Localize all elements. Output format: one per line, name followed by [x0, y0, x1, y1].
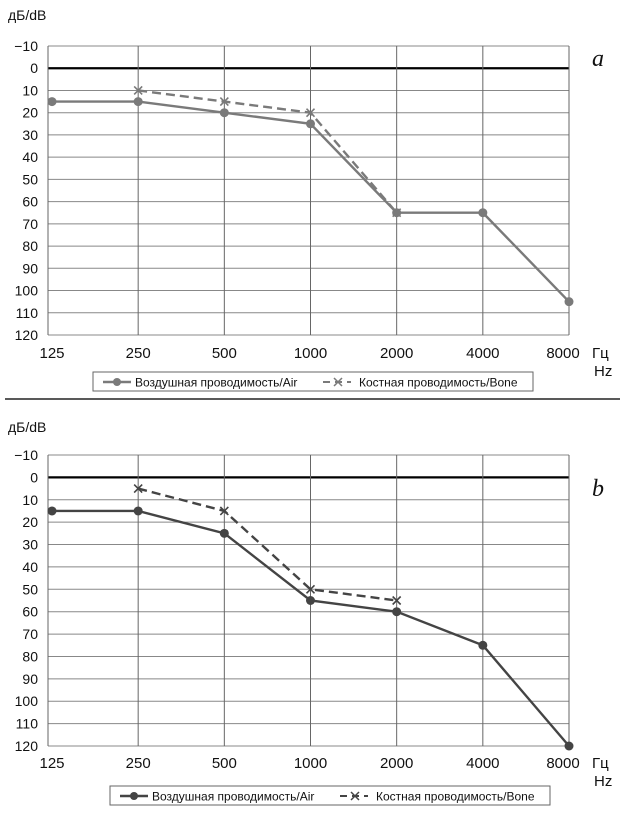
y-tick-label: 40 — [22, 149, 38, 165]
y-tick-label: −10 — [14, 447, 38, 463]
x-tick-label: 250 — [126, 755, 151, 772]
x-axis-unit-ru: Гц — [592, 345, 609, 362]
y-tick-label: −10 — [14, 38, 38, 54]
y-tick-label: 110 — [16, 305, 39, 321]
y-tick-label: 50 — [22, 581, 38, 597]
y-tick-label: 60 — [22, 604, 38, 620]
y-tick-label: 40 — [22, 559, 38, 575]
y-tick-label: 20 — [22, 105, 38, 121]
legend-label-bone: Костная проводимость/Bone — [359, 376, 518, 390]
y-tick-label: 60 — [22, 194, 38, 210]
panel-label: a — [592, 46, 604, 72]
x-tick-label: 125 — [39, 345, 64, 362]
data-point-air — [306, 119, 315, 129]
data-point-bone — [133, 85, 143, 96]
data-point-air — [219, 528, 229, 538]
y-tick-label: 70 — [22, 216, 38, 232]
y-tick-label: 120 — [15, 738, 39, 754]
x-axis-unit-ru: Гц — [592, 755, 609, 772]
y-tick-label: 100 — [15, 693, 39, 709]
legend-box — [109, 785, 551, 806]
series-line-bone — [137, 487, 397, 602]
data-point-bone — [219, 506, 229, 516]
legend-marker-air — [130, 792, 138, 800]
y-tick-label: 110 — [16, 716, 39, 732]
data-point-bone — [133, 484, 143, 494]
x-axis-unit-en: Hz — [594, 363, 612, 380]
y-tick-label: 90 — [22, 260, 38, 276]
y-tick-label: 0 — [30, 469, 38, 485]
y-axis-label: дБ/dB — [8, 419, 46, 435]
data-point-air — [392, 607, 402, 617]
x-tick-label: 8000 — [546, 755, 579, 772]
y-tick-label: 30 — [22, 127, 38, 143]
data-point-air — [133, 506, 143, 516]
y-axis-label: дБ/dB — [8, 7, 46, 23]
data-point-air — [47, 97, 57, 107]
legend: Воздушная проводимость/Air Костная провод… — [92, 371, 534, 392]
legend-marker-bone — [350, 791, 360, 801]
y-tick-label: 70 — [22, 626, 38, 642]
data-point-air — [306, 596, 315, 605]
legend: Воздушная проводимость/Air Костная провод… — [109, 785, 551, 806]
series-line-bone — [138, 89, 398, 214]
x-tick-label: 125 — [39, 755, 64, 772]
data-point-air — [478, 640, 488, 650]
data-point-air — [564, 741, 574, 751]
y-tick-label: 50 — [22, 171, 38, 187]
x-tick-label: 500 — [212, 755, 237, 772]
x-tick-label: 2000 — [380, 345, 413, 362]
data-point-air — [478, 208, 488, 218]
y-tick-label: 30 — [22, 537, 38, 553]
data-point-bone — [305, 108, 316, 118]
x-tick-label: 1000 — [294, 345, 327, 362]
y-tick-label: 80 — [22, 648, 38, 664]
x-tick-label: 4000 — [466, 755, 499, 772]
legend-label-air: Воздушная проводимость/Air — [135, 376, 297, 390]
data-point-bone — [219, 97, 229, 107]
y-tick-label: 10 — [22, 82, 38, 98]
x-tick-label: 2000 — [380, 755, 413, 772]
data-point-bone — [392, 595, 402, 606]
x-tick-label: 250 — [126, 345, 151, 362]
data-point-air — [133, 97, 143, 107]
data-point-bone — [305, 584, 316, 594]
data-point-air — [47, 506, 57, 516]
x-tick-label: 1000 — [294, 755, 327, 772]
x-axis-unit-en: Hz — [594, 773, 612, 790]
legend-box — [92, 371, 534, 392]
y-tick-label: 120 — [15, 327, 39, 343]
legend-marker-air — [113, 378, 121, 386]
x-tick-label: 500 — [212, 345, 237, 362]
legend-marker-bone — [333, 377, 343, 387]
x-tick-label: 8000 — [546, 345, 579, 362]
y-tick-label: 80 — [22, 238, 38, 254]
legend-label-bone: Костная проводимость/Bone — [376, 790, 535, 804]
x-tick-label: 4000 — [466, 345, 499, 362]
y-tick-label: 0 — [30, 60, 38, 76]
y-tick-label: 10 — [22, 492, 38, 508]
data-point-air — [564, 297, 574, 307]
data-point-bone — [392, 208, 402, 218]
legend-label-air: Воздушная проводимость/Air — [152, 790, 314, 804]
data-point-air — [219, 108, 229, 118]
panel-label: b — [592, 476, 604, 502]
y-tick-label: 100 — [15, 283, 39, 299]
y-tick-label: 90 — [22, 671, 38, 687]
y-tick-label: 20 — [22, 514, 38, 530]
